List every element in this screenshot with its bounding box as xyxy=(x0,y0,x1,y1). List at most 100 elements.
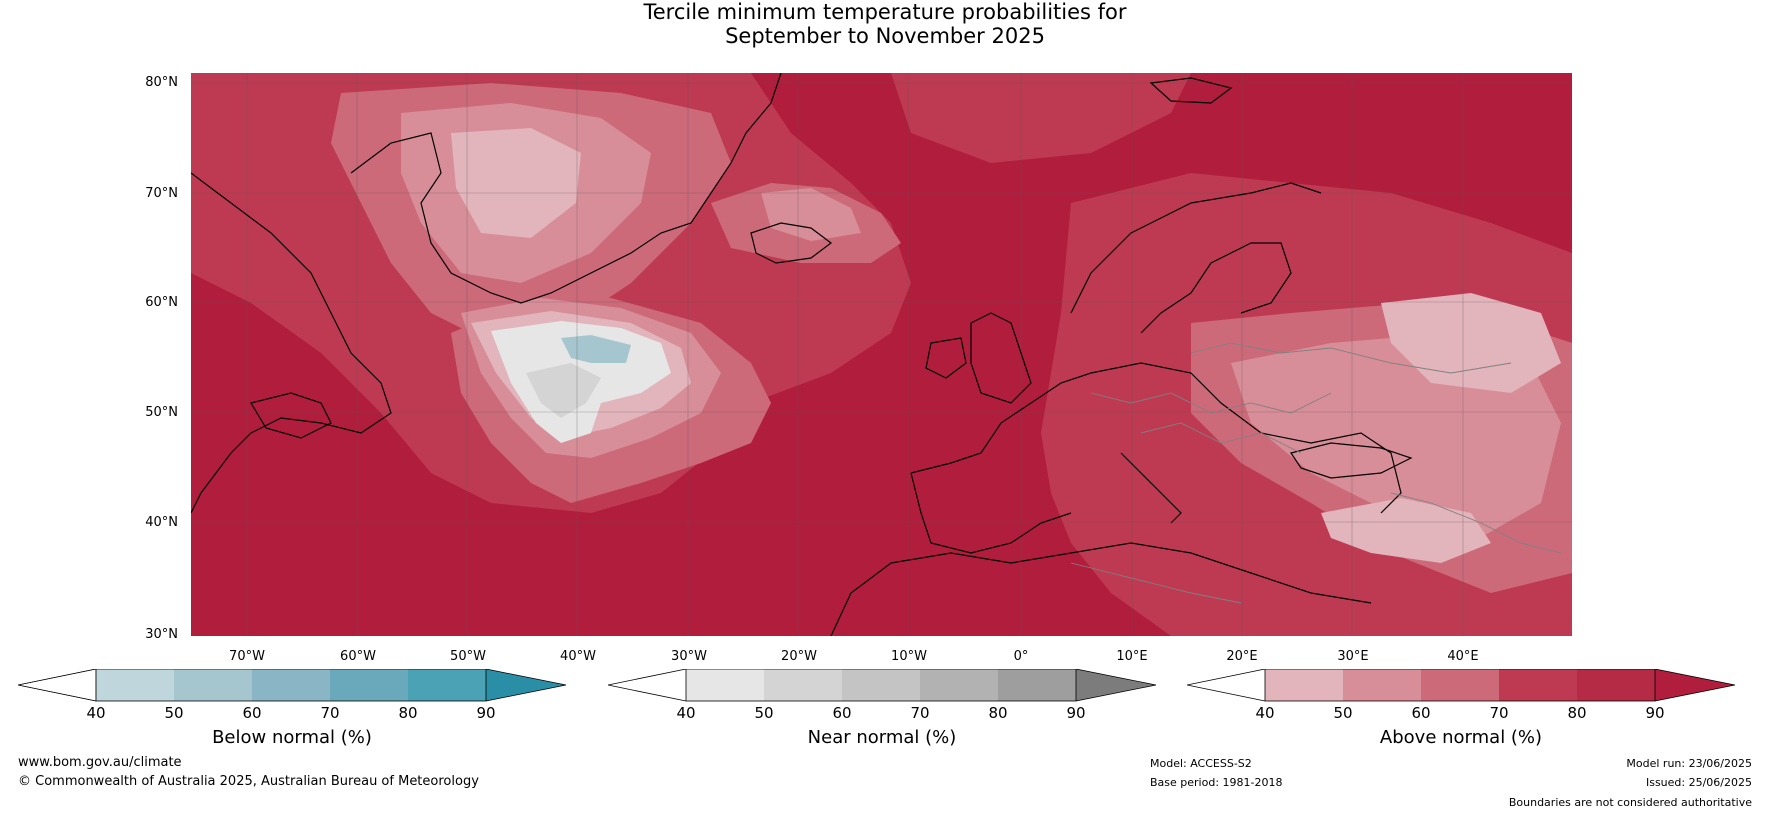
lon-label-10e: 10°E xyxy=(1116,649,1148,664)
colorbar-segment xyxy=(1265,669,1343,701)
coast-norway xyxy=(1070,182,1322,314)
near-tick-50: 50 xyxy=(754,704,774,722)
below-tick-90: 90 xyxy=(476,704,496,722)
field-80-north xyxy=(891,73,1191,163)
disclaimer-text: Boundaries are not considered authoritat… xyxy=(1508,796,1752,809)
colorbar-segment xyxy=(1499,669,1577,701)
copyright-text: © Commonwealth of Australia 2025, Austra… xyxy=(18,774,479,789)
lon-label-70w: 70°W xyxy=(229,649,265,664)
coast-africa xyxy=(830,542,1372,636)
colorbar-segment xyxy=(1076,669,1156,701)
country-borders xyxy=(1070,342,1562,604)
legend-below-normal xyxy=(18,669,568,703)
model-run-text: Model run: 23/06/2025 xyxy=(1626,757,1752,770)
coast-sweden-finland xyxy=(1140,242,1292,334)
above-tick-60: 60 xyxy=(1411,704,1431,722)
chart-title: Tercile minimum temperature probabilitie… xyxy=(0,0,1770,48)
colorbar-segment xyxy=(1343,669,1421,701)
colorbar-above-normal xyxy=(1187,669,1736,702)
above-tick-50: 50 xyxy=(1333,704,1353,722)
colorbar-segment xyxy=(1421,669,1499,701)
near-normal-title: Near normal (%) xyxy=(807,727,957,748)
legend-near-normal xyxy=(608,669,1158,703)
coast-europe xyxy=(910,362,1402,514)
near-tick-40: 40 xyxy=(676,704,696,722)
lat-label-70n: 70°N xyxy=(145,186,178,201)
near-tick-80: 80 xyxy=(988,704,1008,722)
below-tick-50: 50 xyxy=(164,704,184,722)
coast-iceland xyxy=(750,222,832,264)
coast-labrador xyxy=(191,172,392,514)
lon-label-20w: 20°W xyxy=(781,649,817,664)
above-tick-80: 80 xyxy=(1567,704,1587,722)
field-near-normal-mid xyxy=(526,363,601,418)
field-50-turkey xyxy=(1321,498,1491,563)
lon-label-20e: 20°E xyxy=(1226,649,1258,664)
probability-map xyxy=(191,73,1572,636)
website-link[interactable]: www.bom.gov.au/climate xyxy=(18,755,182,770)
colorbar-segment xyxy=(998,669,1076,701)
colorbar-segment xyxy=(174,669,252,701)
colorbar-segment xyxy=(1655,669,1735,701)
field-50-eurasia xyxy=(1381,293,1561,393)
lat-label-50n: 50°N xyxy=(145,405,178,420)
below-normal-title: Below normal (%) xyxy=(212,727,372,748)
coast-iberia xyxy=(910,472,1072,554)
colorbar-segment xyxy=(608,669,686,701)
base-period-text: Base period: 1981-2018 xyxy=(1150,776,1283,789)
field-below-normal xyxy=(561,335,631,363)
colorbar-segment xyxy=(330,669,408,701)
lat-label-60n: 60°N xyxy=(145,295,178,310)
above-tick-90: 90 xyxy=(1645,704,1665,722)
legend-above-normal xyxy=(1187,669,1737,703)
above-tick-40: 40 xyxy=(1255,704,1275,722)
colorbar-below-normal xyxy=(18,669,567,702)
coast-italy xyxy=(1120,452,1182,524)
near-tick-90: 90 xyxy=(1066,704,1086,722)
colorbar-segment xyxy=(252,669,330,701)
below-tick-60: 60 xyxy=(242,704,262,722)
below-tick-40: 40 xyxy=(86,704,106,722)
above-tick-70: 70 xyxy=(1489,704,1509,722)
coast-ireland xyxy=(925,337,967,379)
colorbar-segment xyxy=(96,669,174,701)
lat-label-40n: 40°N xyxy=(145,515,178,530)
coast-britain xyxy=(970,312,1032,404)
title-line-1: Tercile minimum temperature probabilitie… xyxy=(643,0,1127,24)
lon-label-30e: 30°E xyxy=(1337,649,1369,664)
colorbar-segment xyxy=(1577,669,1655,701)
colorbar-segment xyxy=(408,669,486,701)
lon-label-50w: 50°W xyxy=(450,649,486,664)
colorbar-segment xyxy=(686,669,764,701)
coast-greenland xyxy=(350,73,782,304)
field-60-iceland xyxy=(761,188,861,241)
issued-text: Issued: 25/06/2025 xyxy=(1645,776,1752,789)
title-line-2: September to November 2025 xyxy=(725,24,1045,48)
near-tick-70: 70 xyxy=(910,704,930,722)
colorbar-segment xyxy=(486,669,566,701)
lon-label-40w: 40°W xyxy=(560,649,596,664)
lon-label-0: 0° xyxy=(1013,649,1029,664)
below-tick-70: 70 xyxy=(320,704,340,722)
lat-label-80n: 80°N xyxy=(145,75,178,90)
near-tick-60: 60 xyxy=(832,704,852,722)
coast-black-sea xyxy=(1290,442,1413,479)
coastlines xyxy=(191,73,1413,636)
graticule xyxy=(191,73,1572,636)
lon-label-40e: 40°E xyxy=(1447,649,1479,664)
coast-svalbard xyxy=(1149,77,1233,104)
lon-label-30w: 30°W xyxy=(671,649,707,664)
colorbar-segment xyxy=(18,669,97,702)
lat-label-30n: 30°N xyxy=(145,627,178,642)
model-text: Model: ACCESS-S2 xyxy=(1150,757,1252,770)
below-tick-80: 80 xyxy=(398,704,418,722)
colorbar-segment xyxy=(920,669,998,701)
colorbar-near-normal xyxy=(608,669,1157,702)
colorbar-segment xyxy=(842,669,920,701)
lon-label-10w: 10°W xyxy=(891,649,927,664)
map-canvas xyxy=(191,73,1572,636)
field-50-greenland xyxy=(451,128,581,238)
colorbar-segment xyxy=(764,669,842,701)
coast-newfoundland xyxy=(250,392,332,439)
above-normal-title: Above normal (%) xyxy=(1379,727,1543,748)
